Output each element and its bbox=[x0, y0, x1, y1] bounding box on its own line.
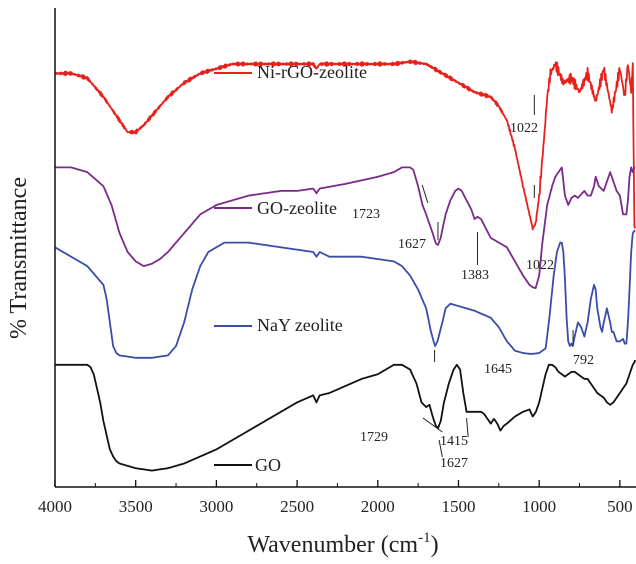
peak-leader-8 bbox=[466, 417, 469, 438]
y-axis-label: % Transmittance bbox=[6, 177, 32, 339]
legend-label-nay-zeolite: NaY zeolite bbox=[257, 315, 343, 335]
peak-label-9: 1627 bbox=[440, 456, 468, 471]
legend-layer: Ni-rGO-zeolite GO-zeolite NaY zeolite GO bbox=[214, 62, 367, 475]
x-tick-label: 2500 bbox=[280, 497, 314, 516]
peak-label-8: 1415 bbox=[440, 434, 468, 449]
peak-label-3: 1383 bbox=[461, 268, 489, 283]
x-tick-label: 3000 bbox=[199, 497, 233, 516]
x-tick-label: 2000 bbox=[361, 497, 395, 516]
peak-label-6: 792 bbox=[573, 353, 594, 368]
x-tick-label: 4000 bbox=[38, 497, 72, 516]
peak-label-0: 1022 bbox=[510, 121, 538, 136]
series-line-go-zeolite bbox=[54, 166, 636, 290]
legend-label-go-zeolite: GO-zeolite bbox=[257, 198, 337, 218]
series-line-nay-zeolite bbox=[54, 229, 636, 359]
peak-leader-9 bbox=[438, 439, 443, 458]
x-tick-label: 1000 bbox=[522, 497, 556, 516]
axis-layer: 4000 3500 3000 2500 2000 1500 1000 500 bbox=[38, 8, 636, 516]
peak-label-1: 1723 bbox=[352, 207, 380, 222]
peak-label-7: 1729 bbox=[360, 430, 388, 445]
annotation-layer: 1022 1723 1627 1383 1022 1645 792 1729 1415 1627 bbox=[352, 95, 594, 471]
x-axis-label: Wavenumber (cm-1) bbox=[247, 530, 438, 558]
legend-label-ni-rgo-zeolite: Ni-rGO-zeolite bbox=[257, 62, 367, 82]
x-tick-label: 500 bbox=[607, 497, 633, 516]
peak-leader-1 bbox=[421, 184, 429, 204]
peak-label-4: 1022 bbox=[526, 258, 554, 273]
x-tick-label: 1500 bbox=[441, 497, 475, 516]
series-line-ni-rgo-zeolite bbox=[54, 59, 636, 231]
peak-leader-7 bbox=[422, 417, 443, 433]
peak-label-5: 1645 bbox=[484, 362, 512, 377]
legend-label-go: GO bbox=[255, 455, 281, 475]
series-layer bbox=[54, 59, 636, 472]
x-tick-label: 3500 bbox=[119, 497, 153, 516]
series-line-go bbox=[54, 359, 636, 472]
peak-label-2: 1627 bbox=[398, 237, 426, 252]
